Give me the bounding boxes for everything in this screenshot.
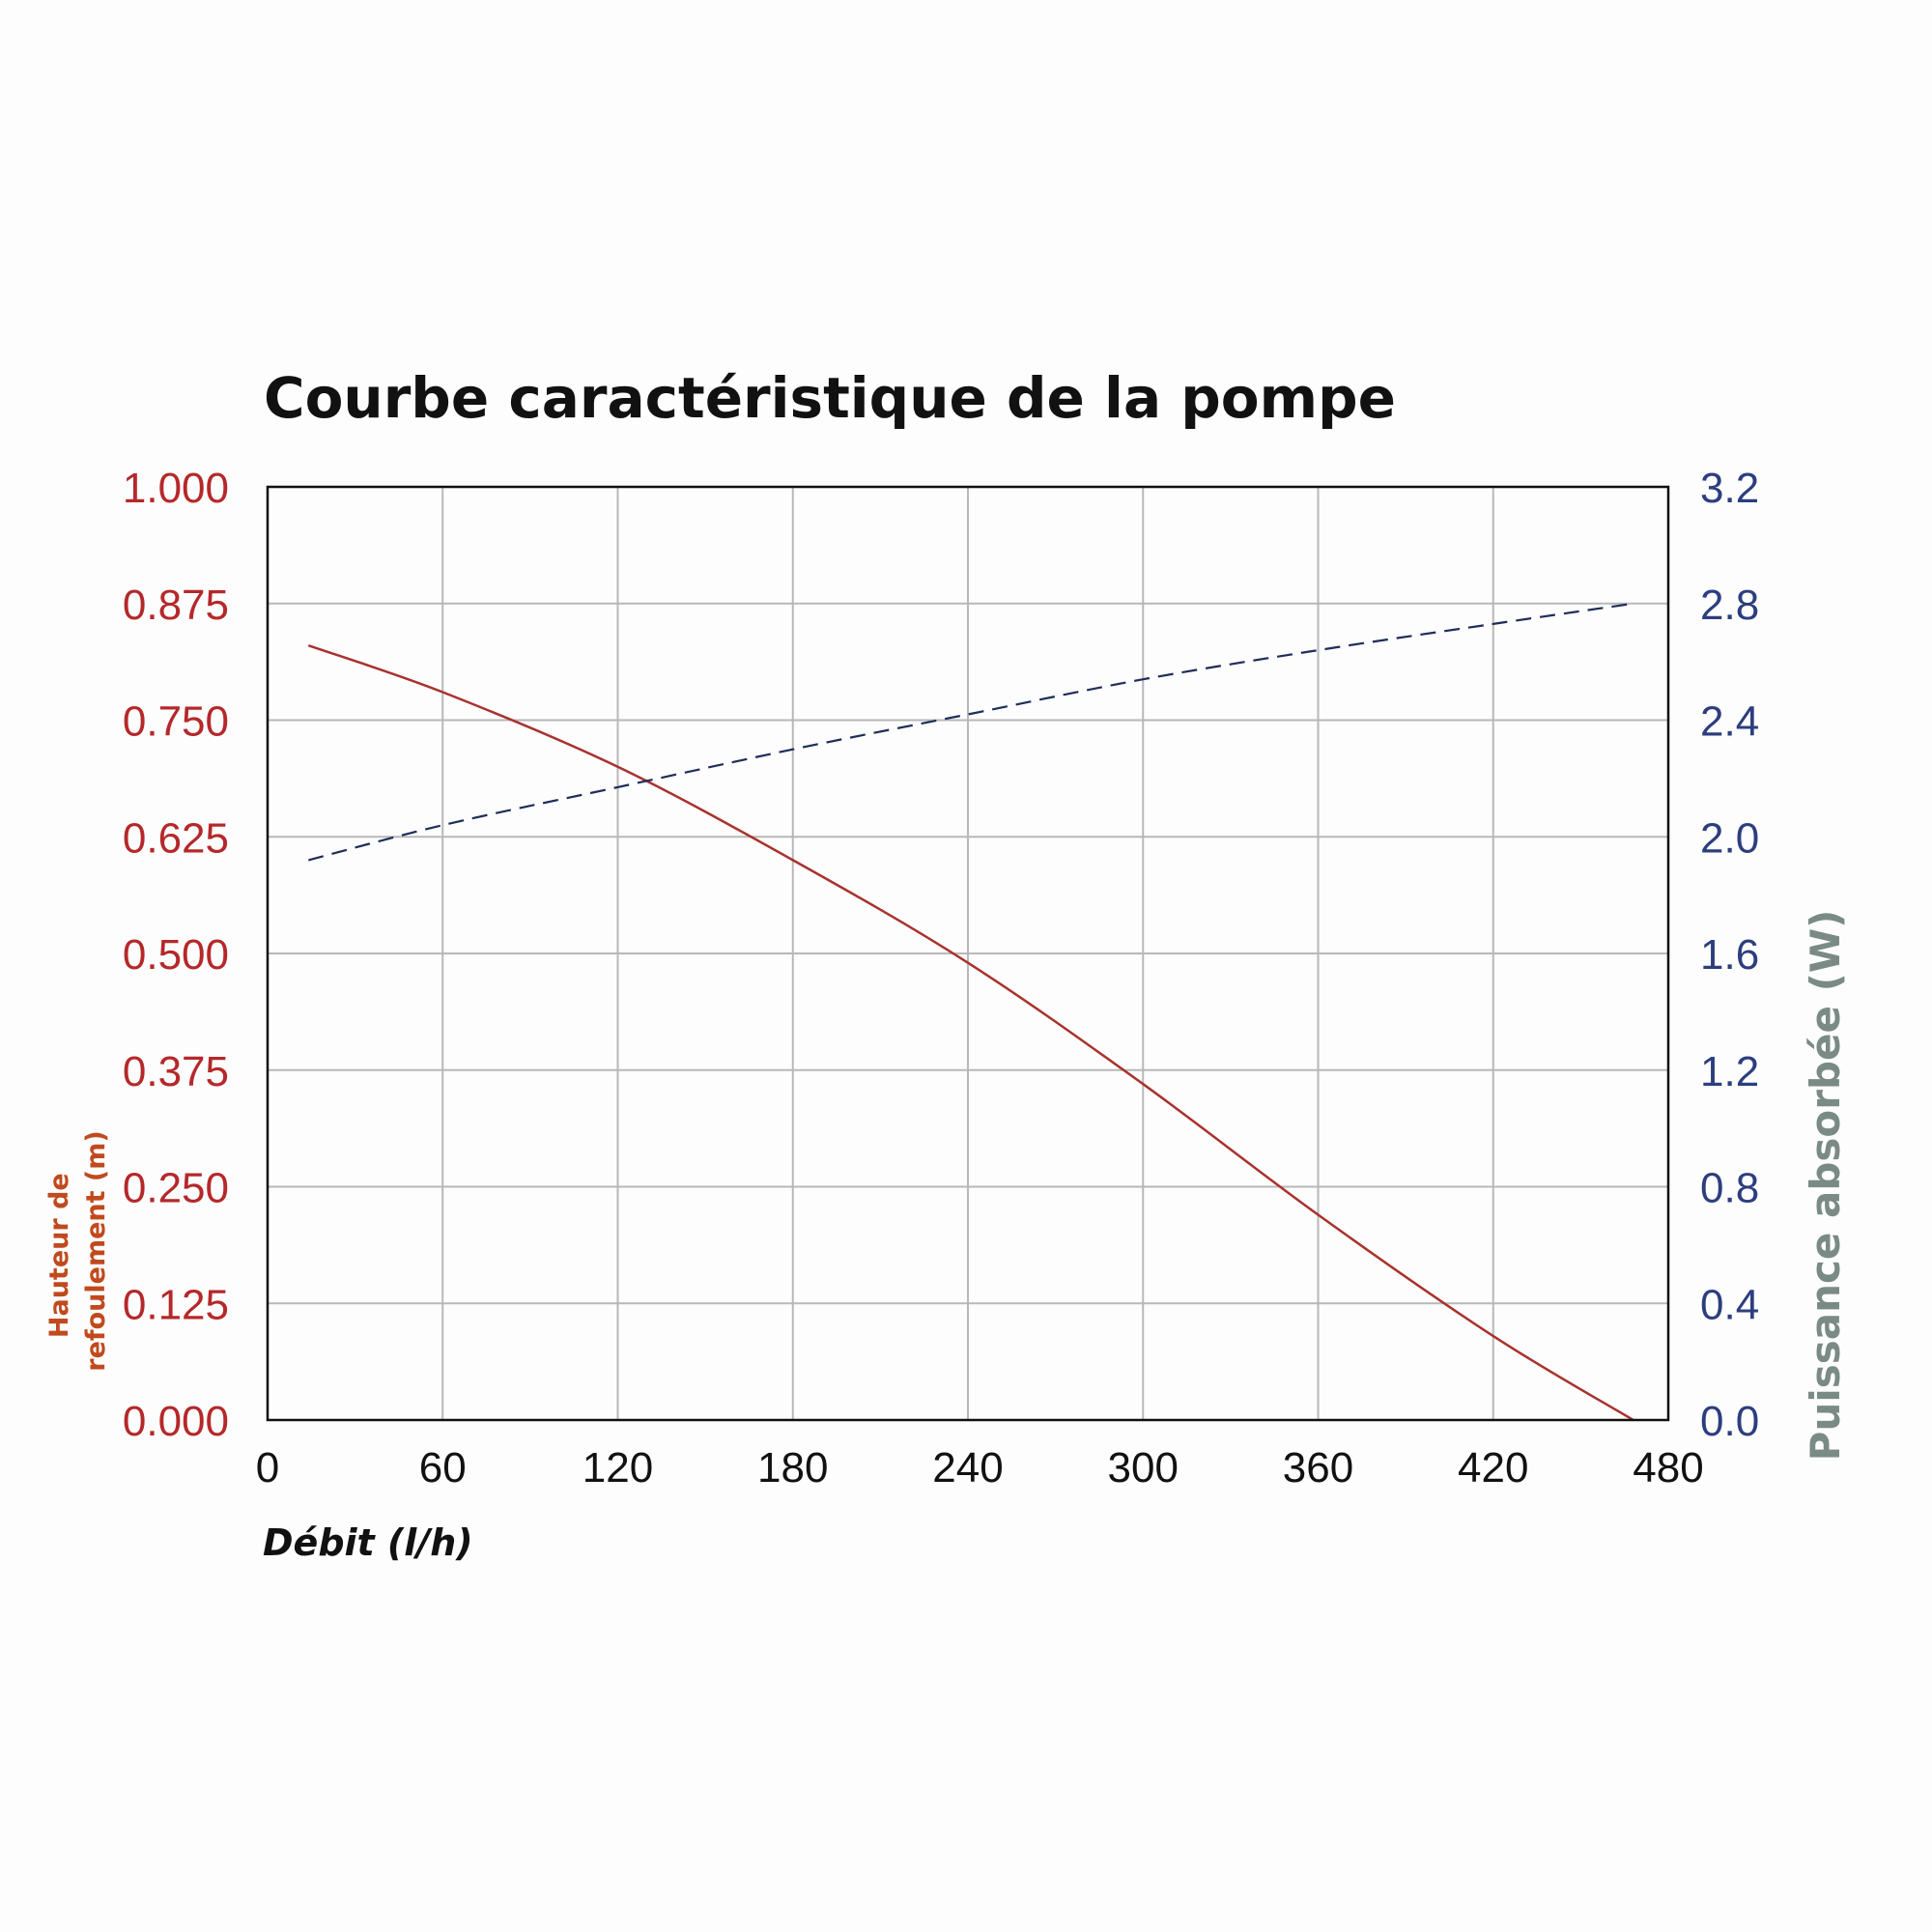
- x-axis-tick-label: 120: [582, 1444, 653, 1492]
- left-axis-label-line1: Hauteur de: [44, 1173, 74, 1338]
- right-axis-tick-label: 0.0: [1700, 1398, 1759, 1445]
- right-axis-tick-label: 0.4: [1700, 1281, 1759, 1328]
- x-axis-tick-label: 300: [1108, 1444, 1179, 1492]
- grid: [268, 487, 1668, 1420]
- right-axis-label: Puissance absorbée (W): [1802, 910, 1849, 1462]
- x-axis-tick-label: 240: [932, 1444, 1003, 1492]
- left-axis-tick-label: 0.625: [123, 814, 229, 862]
- left-axis-label: Hauteur de refoulement (m): [44, 1130, 111, 1372]
- chart-title: Courbe caractéristique de la pompe: [264, 365, 1396, 431]
- x-axis-tick-label: 420: [1458, 1444, 1528, 1492]
- x-axis-ticks: 0 60 120 180 240 300 360 420 480: [256, 1444, 1704, 1492]
- right-axis-tick-label: 0.8: [1700, 1165, 1759, 1212]
- left-axis-tick-label: 0.125: [123, 1281, 229, 1328]
- right-axis-tick-label: 2.4: [1700, 698, 1759, 746]
- x-axis-tick-label: 480: [1633, 1444, 1703, 1492]
- head-curve-line: [307, 644, 1634, 1422]
- x-axis-tick-label: 360: [1283, 1444, 1353, 1492]
- x-axis-tick-label: 60: [419, 1444, 467, 1492]
- plot-frame: [266, 485, 1670, 1422]
- right-axis-ticks: 0.0 0.4 0.8 1.2 1.6 2.0 2.4 2.8 3.2: [1700, 465, 1759, 1445]
- x-axis-tick-label: 0: [256, 1444, 279, 1492]
- right-axis-tick-label: 2.0: [1700, 814, 1759, 862]
- right-axis-tick-label: 1.2: [1700, 1048, 1759, 1095]
- power-curve-line: [308, 602, 1634, 862]
- left-axis-tick-label: 0.750: [123, 698, 229, 746]
- x-axis-tick-label: 180: [757, 1444, 828, 1492]
- left-axis-ticks: 0.000 0.125 0.250 0.375 0.500 0.625 0.750 0.875…: [123, 465, 229, 1445]
- left-axis-label-line2: refoulement (m): [81, 1130, 111, 1372]
- x-axis-label: Débit (l/h): [263, 1521, 473, 1564]
- right-axis-tick-label: 2.8: [1700, 582, 1759, 629]
- series-group: [307, 602, 1634, 1422]
- left-axis-tick-label: 0.250: [123, 1165, 229, 1212]
- left-axis-tick-label: 1.000: [123, 465, 229, 512]
- left-axis-tick-label: 0.500: [123, 931, 229, 979]
- right-axis-tick-label: 1.6: [1700, 931, 1759, 979]
- left-axis-tick-label: 0.375: [123, 1048, 229, 1095]
- left-axis-tick-label: 0.875: [123, 582, 229, 629]
- left-axis-tick-label: 0.000: [123, 1398, 229, 1445]
- right-axis-tick-label: 3.2: [1700, 465, 1759, 512]
